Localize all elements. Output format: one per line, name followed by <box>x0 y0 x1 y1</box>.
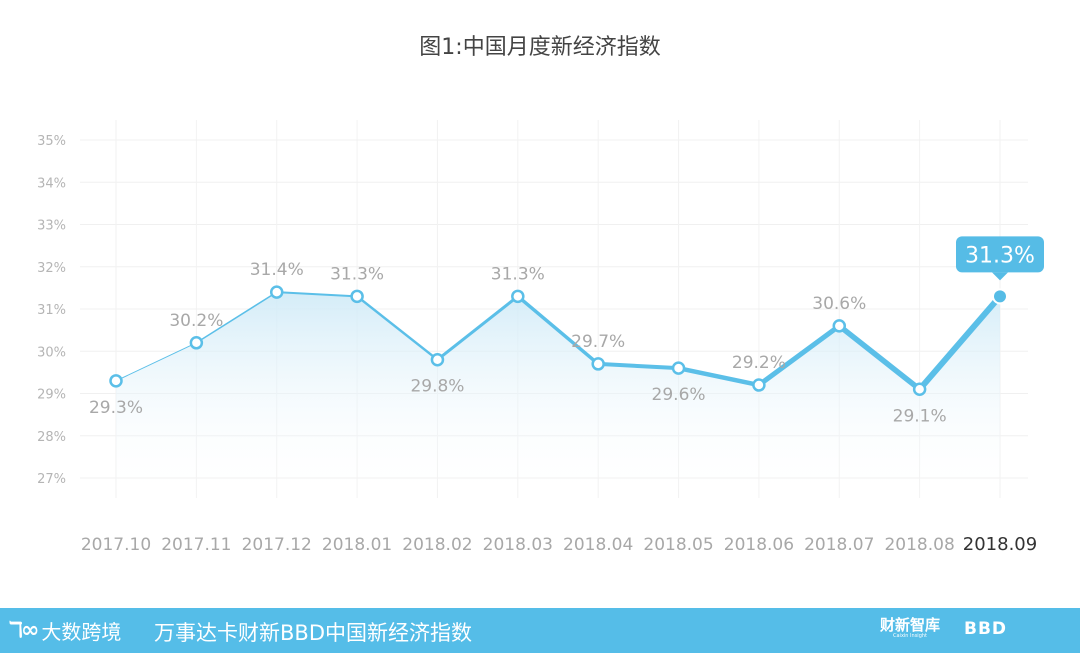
x-tick-label: 2018.05 <box>643 535 713 555</box>
data-label: 29.8% <box>410 377 464 397</box>
logo-text: 大数跨境 <box>41 619 122 644</box>
x-tick-label: 2018.04 <box>563 535 633 555</box>
x-tick-label: 2018.02 <box>402 535 472 555</box>
footer-bar: ℸ∞ 大数跨境 万事达卡财新BBD中国新经济指数 财新智库 Caixin Ins… <box>0 608 1080 653</box>
line-segment <box>596 361 681 371</box>
data-label: 29.3% <box>89 398 143 418</box>
data-point <box>109 374 123 388</box>
data-label: 29.2% <box>732 353 786 373</box>
y-tick-label: 28% <box>37 430 66 445</box>
x-tick-label: 2018.09 <box>963 534 1037 555</box>
data-point <box>430 352 445 367</box>
data-point <box>269 285 284 299</box>
line-segment <box>435 294 520 362</box>
y-tick-label: 31% <box>37 303 66 318</box>
data-points <box>109 285 1008 397</box>
chart-title: 图1:中国月度新经济指数 <box>419 35 660 60</box>
line-chart: 图1:中国月度新经济指数 27% 28% 29% 30% 31% 32% 33% 34% 35%… <box>37 35 1044 555</box>
data-label: 30.2% <box>169 311 223 331</box>
highlight-callout: 31.3% <box>956 236 1044 281</box>
line-segment <box>115 342 197 382</box>
data-label: 31.4% <box>250 260 304 280</box>
data-point <box>591 357 605 371</box>
data-label: 29.6% <box>652 385 706 405</box>
callout-pointer <box>992 272 1008 281</box>
data-point <box>752 378 766 392</box>
y-tick-label: 29% <box>37 388 66 403</box>
line-segment <box>195 291 278 344</box>
logo-mark: ℸ∞ <box>8 617 39 643</box>
data-label: 29.7% <box>571 332 625 352</box>
data-label: 31.3% <box>491 264 545 284</box>
y-tick-label: 34% <box>37 176 66 191</box>
x-tick-label: 2017.12 <box>242 535 312 555</box>
data-label: 31.3% <box>330 264 384 284</box>
caixin-insight-logo: 财新智库 Caixin Insight <box>880 617 940 639</box>
x-tick-label: 2018.07 <box>804 535 874 555</box>
y-tick-label: 30% <box>37 345 66 360</box>
data-point <box>350 289 364 304</box>
data-point <box>189 336 204 350</box>
line-segment <box>836 323 923 393</box>
y-tick-label: 32% <box>37 261 66 276</box>
highlight-point <box>992 288 1008 305</box>
x-tick-label: 2017.11 <box>161 535 231 555</box>
x-axis-ticks: 2017.10 2017.11 2017.12 2018.01 2018.02 2018.… <box>81 534 1037 555</box>
data-label: 29.1% <box>893 406 947 426</box>
data-label: 30.6% <box>812 294 866 314</box>
callout-box <box>956 236 1044 273</box>
y-tick-label: 27% <box>37 472 66 487</box>
x-tick-label: 2018.08 <box>884 535 954 555</box>
bbd-logo: BBD <box>964 619 1008 639</box>
brand1-subtext: Caixin Insight <box>893 633 927 639</box>
line-segment <box>275 291 359 298</box>
series-line <box>115 291 1003 393</box>
area-fill-path <box>116 292 1000 498</box>
line-segment <box>516 294 600 366</box>
x-tick-label: 2017.10 <box>81 535 151 555</box>
area-fill <box>116 292 1000 498</box>
line-segment <box>355 295 439 361</box>
data-point <box>912 382 927 397</box>
brand1-text: 财新智库 <box>880 616 941 634</box>
line-segment <box>676 365 762 388</box>
data-point <box>832 319 847 333</box>
y-axis-ticks: 27% 28% 29% 30% 31% 32% 33% 34% 35% <box>37 134 66 487</box>
source-logo: ℸ∞ 大数跨境 <box>8 614 121 646</box>
x-tick-label: 2018.01 <box>322 535 392 555</box>
callout-label: 31.3% <box>965 243 1035 268</box>
y-tick-label: 35% <box>37 134 66 149</box>
x-tick-label: 2018.06 <box>724 535 794 555</box>
data-labels: 29.3% 30.2% 31.4% 31.3% 29.8% 31.3% 29.7% 29.6%… <box>89 260 947 426</box>
y-tick-label: 33% <box>37 219 66 234</box>
data-point <box>511 289 525 304</box>
line-segment <box>916 293 1003 393</box>
data-point <box>671 361 686 375</box>
x-tick-label: 2018.03 <box>483 535 553 555</box>
footer-title: 万事达卡财新BBD中国新经济指数 <box>154 621 472 645</box>
line-segment <box>756 323 842 388</box>
